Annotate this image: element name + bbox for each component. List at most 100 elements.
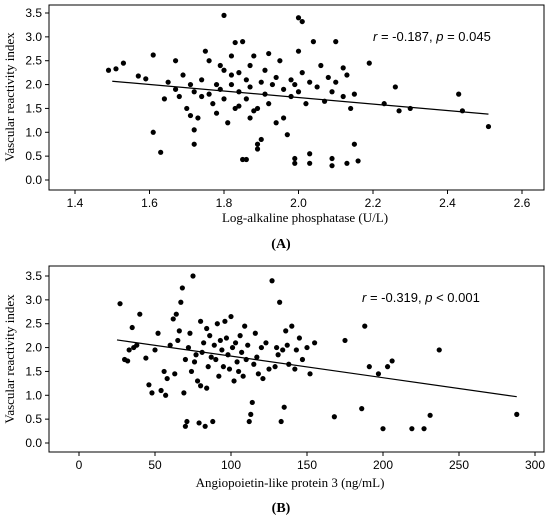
panel-b-data-point [161,368,167,375]
panel-b-data-point [202,423,208,429]
panel-a-data-point [333,79,339,85]
panel-b-data-point [155,330,161,336]
panel-a-x-tick-label: 2.0 [290,196,307,210]
panel-a-data-point [232,39,238,46]
panel-b-data-point [149,390,155,396]
panel-a-x-tick-label: 2.6 [514,196,531,210]
panel-b-data-point [172,371,178,377]
panel-a-annotation: r = -0.187, p = 0.045 [373,29,491,44]
panel-a-data-point [172,86,179,92]
panel-b-y-axis-title: Vascular reactivity index [2,294,17,424]
panel-a-data-point [210,101,216,107]
panel-b-data-point [258,344,264,351]
panel-b-data-point [134,342,140,348]
panel-b-data-point [216,373,222,379]
panel-a-data-point [299,18,305,25]
panel-a-data-point [202,48,208,54]
panel-a-data-point [187,112,194,119]
panel-a-data-point [240,39,246,45]
panel-a-data-point [191,141,197,147]
panel-b-data-point [249,399,255,406]
panel-b-data-point [514,411,520,417]
panel-b-data-point [436,347,442,353]
panel-a-label: (A) [271,237,291,252]
panel-a-data-point [318,62,324,69]
panel-b-x-tick-label: 300 [525,458,545,472]
panel-b-data-point [246,418,252,425]
panel-b-data-point [236,368,242,375]
panel-b-data-point [366,364,372,370]
panel-b-x-tick-label: 150 [297,458,317,472]
panel-b-data-point [211,342,217,348]
panel-a-data-point [284,132,290,138]
panel-b-data-point [252,330,258,336]
panel-b-data-point [126,347,132,353]
panel-a-data-point [292,160,298,166]
panel-b-data-point [198,318,204,324]
panel-b-data-point [213,356,219,363]
panel-a-data-point [392,84,398,90]
panel-b-data-point [205,364,211,370]
panel-b-data-point [191,359,198,365]
panel-a-data-point [221,12,227,18]
panel-a-data-point [213,110,220,116]
panel-a-data-point [266,50,272,57]
panel-a-data-point [247,84,253,90]
panel-b-data-point [299,356,306,363]
panel-a-x-tick-label: 2.2 [365,196,382,210]
panel-b-y-tick-label: 3.0 [25,293,42,307]
panel-a-data-point [258,79,264,85]
panel-b-data-point [248,411,254,417]
panel-b-data-point [199,349,205,355]
panel-a-data-point [262,91,268,97]
panel-a-data-point [321,98,328,104]
panel-a-data-point [206,91,212,97]
panel-b-data-point [280,347,286,353]
panel-a-points [105,12,492,169]
panel-b-y-axis: 0.0 0.5 1.0 1.5 2.0 2.5 3.0 3.5 [25,269,49,450]
panel-a-data-point [281,86,287,92]
panel-a-data-point [344,160,350,166]
panel-b-data-point [278,418,284,425]
panel-b-data-point [245,342,251,348]
panel-b-data-point [304,344,310,351]
panel-a-data-point [191,127,197,133]
panel-a-data-point [396,108,402,114]
panel-a-data-point [243,77,249,83]
panel-b-y-tick-label: 1.5 [25,364,42,378]
panel-b-data-point [207,333,213,339]
panel-b-data-point [187,330,193,336]
panel-a-data-point [366,60,372,66]
panel-b-data-point [196,420,202,426]
panel-b-data-point [421,426,427,432]
panel-a-y-tick-label: 3.5 [25,6,42,20]
panel-b-data-point [223,335,230,341]
panel-a-x-tick-label: 1.6 [141,196,158,210]
panel-b-data-point [384,364,391,370]
panel-a-data-point [266,101,272,107]
panel-b-data-point [312,340,318,346]
panel-a-data-point [277,58,283,64]
panel-a-data-point [303,101,309,107]
panel-b-regression-line [116,339,517,398]
panel-a-y-axis-title: Vascular reactivity index [2,32,17,162]
panel-a-x-tick-label: 2.4 [439,196,456,210]
panel-b-data-point [201,340,207,346]
panel-a-x-tick-label: 1.4 [67,196,84,210]
panel-a-data-point [217,62,223,69]
panel-a-data-point [247,115,253,121]
panel-a-y-axis: 0.0 0.5 1.0 1.5 2.0 2.5 3.0 3.5 [25,6,49,187]
panel-a-data-point [199,93,205,100]
panel-a-data-point [135,73,141,79]
panel-a-data-point [191,89,197,95]
panel-b-data-point [208,354,214,360]
panel-b-data-point [243,356,249,363]
panel-b-chart: 0 50 100 150 200 250 300 0.0 0.5 1.0 1.5 2.0 2.5 3.0… [2,265,545,516]
panel-b-data-point [251,361,257,367]
panel-b-y-tick-label: 2.0 [25,341,42,355]
panel-b-data-point [359,406,365,412]
panel-b-data-point [331,414,337,420]
panel-b-data-point [158,387,164,394]
panel-a-data-point [456,91,462,97]
panel-a-data-point [228,53,235,59]
